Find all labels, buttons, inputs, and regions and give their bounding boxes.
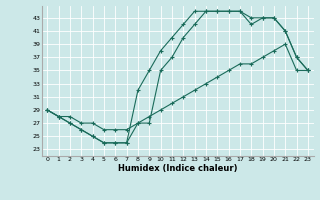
- X-axis label: Humidex (Indice chaleur): Humidex (Indice chaleur): [118, 164, 237, 173]
